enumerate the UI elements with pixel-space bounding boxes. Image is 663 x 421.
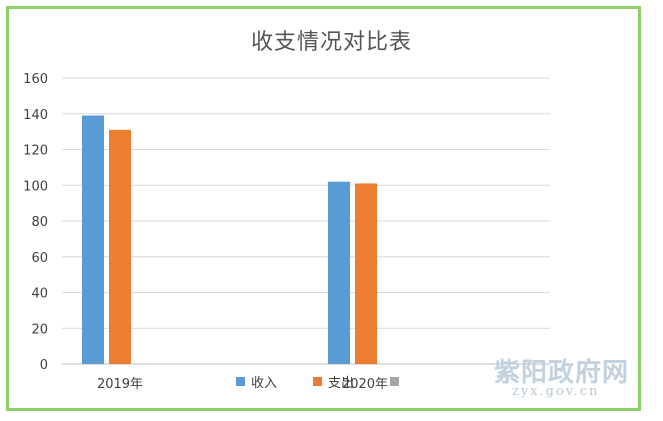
gridlines: [62, 77, 550, 365]
bars: [82, 115, 377, 364]
y-tick-label: 140: [23, 108, 48, 123]
watermark-url: zyx.gov.cn: [512, 384, 600, 399]
x-tick-label: 2019年: [97, 377, 143, 392]
legend-label: 支出: [328, 376, 354, 391]
y-tick-label: 60: [31, 251, 48, 266]
y-tick-label: 40: [31, 287, 48, 302]
watermark-logo: 紫阳政府网: [494, 358, 630, 388]
legend-swatch: [236, 377, 245, 386]
x-axis-labels: 2019年 2020年: [97, 377, 388, 392]
bar: [355, 183, 377, 364]
y-tick-label: 80: [31, 215, 48, 230]
legend: 收入 支出: [236, 376, 399, 391]
bar: [328, 181, 350, 364]
y-tick-label: 20: [31, 322, 48, 337]
x-tick-label: 2020年: [342, 377, 388, 392]
legend-swatch: [390, 377, 399, 386]
y-tick-label: 100: [23, 179, 48, 194]
bar: [82, 115, 104, 364]
legend-swatch: [313, 377, 322, 386]
legend-label: 收入: [251, 376, 277, 391]
y-tick-label: 160: [23, 72, 48, 87]
y-tick-label: 0: [40, 358, 48, 373]
y-tick-label: 120: [23, 144, 48, 159]
y-axis-ticks: 0 20 40 60 80 100 120 140 160: [23, 72, 48, 373]
chart-title: 收支情况对比表: [250, 30, 412, 55]
bar: [109, 129, 131, 364]
